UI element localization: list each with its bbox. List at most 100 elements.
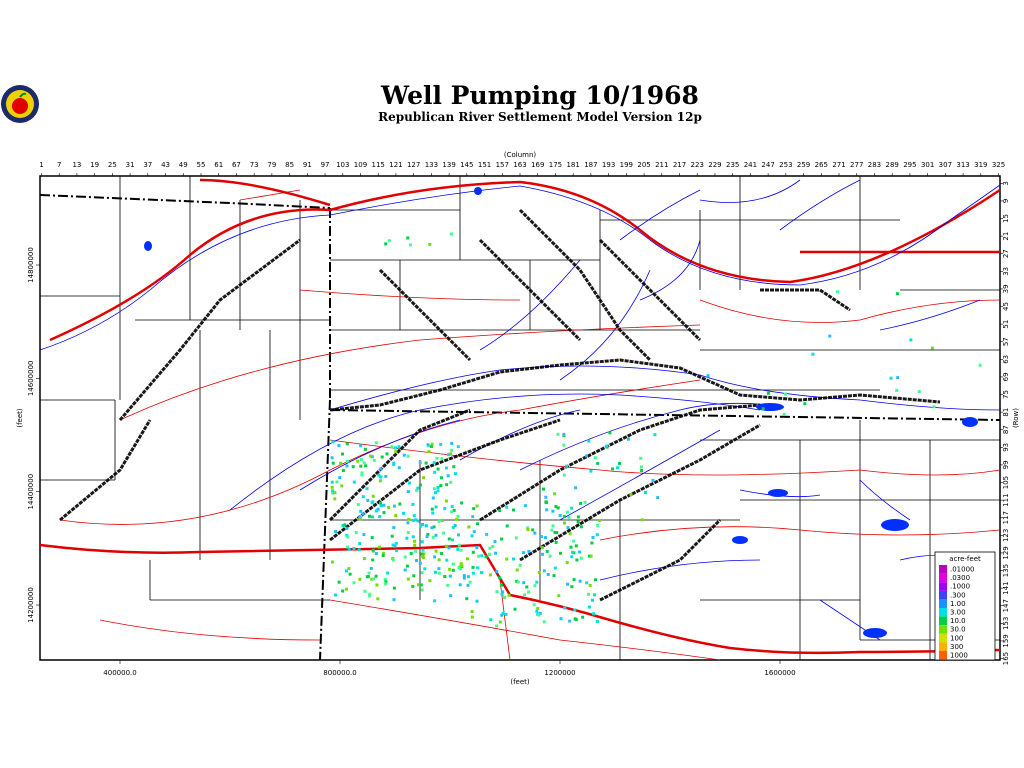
well-cell (448, 574, 452, 578)
well-cell (447, 537, 451, 541)
well-cell (381, 551, 385, 555)
well-cell (766, 391, 770, 395)
well-cell (430, 444, 433, 448)
well-cell (498, 509, 502, 513)
legend-swatch (939, 616, 947, 626)
well-cell (457, 566, 461, 570)
well-cell (361, 495, 365, 499)
well-cell (557, 594, 561, 598)
well-cell (363, 589, 367, 593)
well-cell (403, 568, 407, 572)
well-cell (450, 510, 454, 514)
legend-swatch (939, 573, 947, 583)
well-cell (432, 461, 436, 465)
column-label: 67 (232, 161, 241, 169)
column-label: 1 (39, 161, 43, 169)
well-cell (397, 445, 401, 449)
well-cell (470, 534, 474, 538)
well-cell (476, 522, 479, 526)
well-cell (488, 573, 492, 577)
well-cell (443, 575, 447, 578)
column-label: 235 (726, 161, 739, 169)
well-cell (541, 552, 545, 556)
well-cell (445, 483, 449, 487)
well-cell (352, 480, 356, 484)
row-label: 9 (1002, 199, 1010, 203)
well-cell (397, 466, 401, 470)
well-cell (553, 566, 557, 570)
well-cell (512, 557, 515, 561)
well-cell (460, 564, 464, 568)
well-cell (387, 506, 391, 509)
well-cell (456, 547, 460, 551)
well-cell (371, 515, 375, 519)
column-label: 25 (108, 161, 117, 169)
well-cell (430, 442, 434, 446)
well-cell (374, 441, 378, 445)
well-cell (567, 515, 571, 519)
well-cell (551, 509, 555, 513)
y-axis-label: (feet) (16, 408, 24, 428)
column-label: 205 (637, 161, 650, 169)
column-label: 325 (992, 161, 1005, 169)
well-cell (416, 486, 420, 490)
well-cell (352, 581, 356, 585)
well-cell (495, 570, 499, 574)
well-cell (836, 290, 839, 294)
well-cell (384, 580, 388, 584)
well-cell (558, 514, 562, 517)
well-cell (828, 334, 832, 338)
well-cell (414, 549, 418, 553)
well-cell (374, 509, 378, 513)
well-cell (376, 597, 380, 601)
well-cell (570, 506, 574, 510)
well-cell (784, 392, 787, 396)
column-label: 199 (620, 161, 633, 169)
well-cell (572, 578, 576, 582)
well-cell (337, 444, 341, 448)
reservoir (756, 403, 784, 411)
column-axis-label: (Column) (504, 151, 537, 159)
well-cell (489, 618, 493, 622)
well-cell (370, 455, 374, 459)
well-cell (395, 549, 398, 553)
well-cell (488, 546, 492, 550)
well-cell (372, 577, 375, 581)
well-cell (370, 577, 374, 581)
well-cell (360, 473, 364, 477)
row-axis-label: (Row) (1012, 408, 1020, 428)
legend-title: acre-feet (949, 555, 981, 563)
well-cell (498, 576, 502, 580)
well-cell (583, 500, 587, 504)
well-cell (590, 598, 594, 602)
well-cell (358, 577, 362, 581)
well-cell (566, 526, 570, 530)
well-cell (574, 486, 578, 490)
well-cell (446, 583, 450, 587)
well-cell (590, 541, 594, 545)
well-cell (375, 583, 379, 587)
well-cell (513, 607, 517, 611)
column-label: 307 (939, 161, 952, 169)
well-cell (436, 489, 440, 493)
column-label: 283 (868, 161, 881, 169)
well-cell (608, 431, 612, 435)
well-cell (370, 501, 374, 505)
well-cell (383, 577, 387, 581)
legend-label: 300 (950, 643, 963, 651)
well-cell (379, 501, 382, 505)
well-cell (453, 524, 457, 528)
well-cell (552, 574, 556, 578)
well-cell (505, 524, 509, 528)
well-cell (433, 555, 437, 559)
column-label: 91 (303, 161, 312, 169)
well-cell (439, 484, 443, 487)
well-cell (372, 458, 376, 462)
well-cell (782, 412, 786, 416)
well-cell (468, 580, 472, 584)
column-label: 247 (761, 161, 774, 169)
well-cell (356, 503, 360, 507)
column-label: 181 (566, 161, 579, 169)
well-cell (365, 575, 369, 579)
legend-swatch (939, 565, 947, 574)
